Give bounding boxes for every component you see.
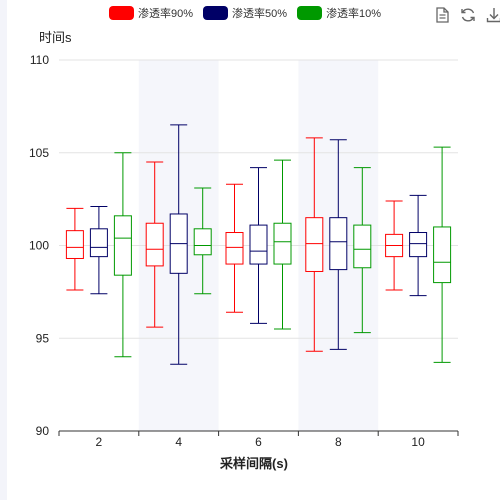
left-rail (0, 0, 7, 500)
legend-swatch-50 (203, 6, 229, 20)
box-2-10-box (433, 226, 452, 284)
x-tick-label-4: 4 (175, 435, 182, 449)
legend-item-10[interactable]: 渗透率10% (297, 5, 381, 21)
x-tick-label-6: 6 (255, 435, 262, 449)
box-2-8-box (353, 224, 372, 269)
legend-label-10: 渗透率10% (326, 8, 382, 20)
legend-swatch-10 (297, 6, 323, 20)
box-0-8-box (305, 217, 324, 272)
legend-label-90: 渗透率90% (138, 8, 194, 20)
box-2-6-box (273, 222, 292, 265)
toolbox (433, 6, 500, 24)
y-tick-label-95: 95 (36, 331, 50, 345)
y-tick-label-110: 110 (30, 53, 49, 67)
x-axis-label: 采样间隔(s) (220, 456, 288, 471)
box-2-2-box (113, 215, 132, 276)
legend: 渗透率90% 渗透率50% 渗透率10% (109, 5, 381, 21)
y-axis-label: 时间s (39, 30, 72, 45)
box-2-4-box (193, 228, 212, 256)
download-icon[interactable] (485, 6, 500, 24)
legend-swatch-90 (109, 6, 134, 20)
legend-item-50[interactable]: 渗透率50% (203, 5, 287, 21)
data-view-icon[interactable] (433, 6, 451, 24)
box-0-2-box (65, 230, 84, 259)
y-tick-label-100: 100 (29, 239, 49, 253)
refresh-icon[interactable] (459, 6, 477, 24)
box-0-4-box (145, 222, 164, 267)
y-tick-label-90: 90 (36, 424, 50, 438)
legend-item-90[interactable]: 渗透率90% (109, 5, 193, 21)
y-tick-label-105: 105 (29, 146, 49, 160)
x-tick-label-8: 8 (335, 435, 342, 449)
box-1-2-box (89, 228, 108, 258)
legend-label-50: 渗透率50% (232, 8, 288, 20)
x-tick-label-2: 2 (96, 435, 103, 449)
box-1-10-box (409, 232, 428, 258)
box-0-6-box (225, 232, 244, 265)
box-1-6-box (249, 224, 268, 265)
box-1-8-box (329, 217, 348, 271)
x-tick-label-10: 10 (411, 435, 425, 449)
